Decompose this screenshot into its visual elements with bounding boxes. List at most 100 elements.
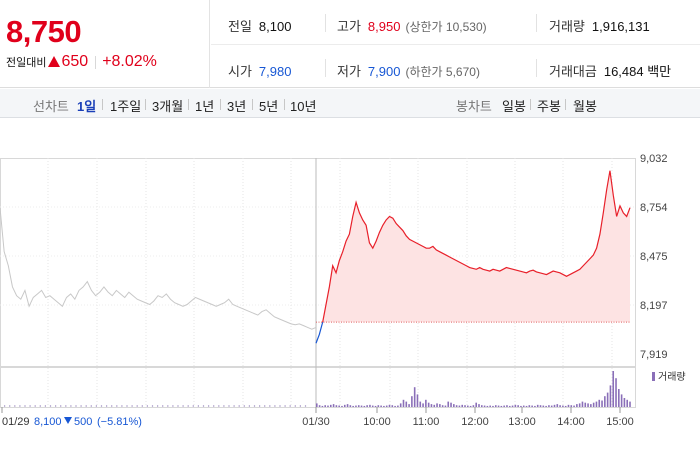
period-5y[interactable]: 5년 [259,99,279,114]
volume-bar [177,405,179,407]
volume-bar [511,405,514,407]
stats-row-divider [211,44,700,45]
volume-bar [167,405,169,407]
period-3m[interactable]: 3개월 [152,99,184,114]
stats-grid: 전일 8,100 고가 8,950 (상한가 10,530) 거래량 1,916… [211,0,700,88]
volume-bar [202,405,205,407]
column-divider [325,59,326,77]
volume-bar [413,387,416,407]
volume-bar [385,405,388,407]
volume-bar [453,404,455,407]
volume-bar [430,404,433,407]
volume-bar [590,404,592,407]
volume-bar [522,405,525,407]
candle-daily[interactable]: 일봉 [502,99,526,114]
period-3y[interactable]: 3년 [227,99,247,114]
x-tick-label: 01/30 [302,416,330,428]
volume-bar [492,405,494,407]
period-1y[interactable]: 1년 [195,99,215,114]
volume-bar [562,405,564,407]
stat-open: 시가 7,980 [228,61,291,80]
toolbar-divider [565,99,566,110]
volume-bar [388,404,391,407]
volume-bar [598,399,601,407]
toolbar-divider [284,99,285,110]
volume-bar [357,405,360,407]
x-axis-ticks: 01/30 10:00 11:00 12:00 13:00 14:00 15:00 [1,407,634,428]
volume-bar [548,405,550,407]
volume-bar [399,403,402,407]
column-divider [536,59,537,77]
volume-bar [480,405,483,407]
volume-bar [618,389,620,407]
volume-bar [146,405,148,407]
volume-bar [274,405,276,407]
toolbar-divider [220,99,221,110]
volume-bar [19,405,21,407]
current-price-panel: 8,750 전일대비 650 +8.02% [0,0,210,88]
volume-bar [433,404,436,407]
change-percent: +8.02% [102,53,157,70]
volume-bar [478,404,480,407]
volume-bar [55,405,57,407]
volume-bar [528,405,531,407]
volume-bar [369,404,371,407]
volume-bar [85,405,87,407]
gridlines [0,158,635,407]
volume-bar [584,402,587,407]
volume-bar [441,405,444,407]
toolbar-divider [102,99,103,110]
volume-bar [324,405,326,407]
price-chart[interactable]: 9,032 8,754 8,475 8,197 7,919 01/30 10:00 11:0… [0,118,700,450]
volume-bar [578,403,581,407]
volume-bar [346,404,349,407]
volume-bar [238,405,240,407]
x-tick-label: 11:00 [413,416,440,428]
volume-bar [581,401,584,407]
stat-turnover: 거래대금 16,484 백만 [549,61,671,80]
volume-bar [213,405,215,407]
volume-bar [318,405,321,407]
period-1d[interactable]: 1일 [77,99,97,114]
period-1w[interactable]: 1주일 [110,99,142,114]
volume-bar [450,402,452,407]
stat-value: 7,900 [367,64,401,79]
volume-bar [136,405,138,407]
today-line-below-ref [315,321,324,344]
volume-legend: 거래량 [658,371,686,383]
volume-bar [458,405,461,407]
volume-bar [525,405,528,407]
volume-bar [461,404,464,407]
volume-bar [377,405,380,407]
column-divider [536,14,537,32]
volume-bar [327,405,329,407]
volume-bar [363,405,366,407]
volume-bar [187,405,189,407]
volume-bar [567,404,570,407]
volume-bar [520,405,522,407]
candle-weekly[interactable]: 주봉 [537,99,561,114]
volume-bar [604,396,606,407]
volume-bar [39,405,41,407]
volume-bar [615,378,617,407]
volume-bar [469,405,472,407]
x-tick-label: 15:00 [606,416,634,428]
volume-bar [472,405,475,407]
candle-monthly[interactable]: 월봉 [573,99,597,114]
chart-toolbar: 선차트 1일 1주일 3개월 1년 3년 5년 10년 봉차트 일봉 주봉 월봉 [0,89,700,118]
volume-bar [4,405,6,407]
volume-bar [126,405,128,407]
volume-bar [531,405,533,407]
stat-label: 전일 [228,19,252,34]
period-10y[interactable]: 10년 [290,99,317,114]
toolbar-divider [252,99,253,110]
x-tick-label: 12:00 [461,416,489,428]
volume-bar [425,399,427,407]
stat-label: 거래량 [549,19,585,34]
today-area-fill [316,170,630,323]
volume-bar [503,405,505,407]
stat-value: 8,950 [367,19,401,34]
volume-bar [427,402,430,407]
volume-bar [355,405,357,407]
up-arrow-icon [48,56,61,67]
